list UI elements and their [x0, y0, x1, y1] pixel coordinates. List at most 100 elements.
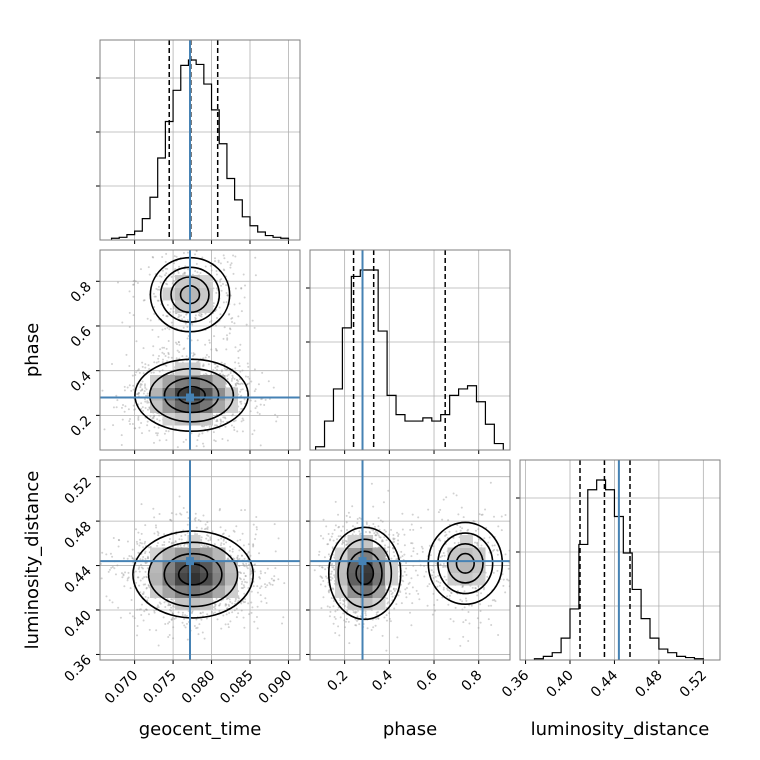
sample-point — [430, 569, 433, 572]
sample-point — [331, 532, 334, 535]
sample-point — [253, 390, 256, 393]
sample-point — [444, 531, 447, 534]
sample-point — [244, 601, 247, 604]
sample-point — [345, 617, 348, 620]
sample-point — [446, 589, 449, 592]
sample-point — [240, 394, 243, 397]
sample-point — [152, 345, 155, 348]
sample-point — [345, 514, 348, 517]
sample-point — [205, 527, 208, 530]
sample-point — [132, 384, 135, 387]
sample-point — [226, 294, 229, 297]
density-cell — [347, 572, 361, 586]
sample-point — [227, 558, 230, 561]
sample-point — [146, 420, 149, 423]
sample-point — [194, 314, 197, 317]
sample-point — [354, 612, 357, 615]
sample-point — [331, 577, 334, 580]
density-cell — [200, 412, 213, 426]
sample-point — [148, 368, 151, 371]
sample-point — [224, 604, 227, 607]
sample-point — [136, 282, 139, 285]
sample-point — [201, 631, 204, 634]
sample-point — [432, 564, 435, 567]
sample-point — [137, 392, 140, 395]
sample-point — [204, 545, 207, 548]
sample-point — [199, 271, 202, 274]
sample-point — [200, 538, 203, 541]
sample-point — [345, 540, 348, 543]
sample-point — [442, 586, 445, 589]
sample-point — [191, 610, 194, 613]
sample-point — [319, 534, 322, 537]
sample-point — [208, 341, 211, 344]
sample-point — [163, 432, 166, 435]
sample-point — [240, 407, 243, 410]
sample-point — [274, 567, 277, 570]
sample-point — [251, 319, 254, 322]
sample-point — [238, 549, 241, 552]
sample-point — [494, 600, 497, 603]
sample-point — [338, 634, 341, 637]
density-cell — [225, 387, 238, 401]
sample-point — [256, 585, 259, 588]
sample-point — [156, 288, 159, 291]
sample-point — [186, 531, 189, 534]
sample-point — [345, 544, 348, 547]
sample-point — [195, 262, 198, 265]
sample-point — [227, 557, 230, 560]
sample-point — [206, 521, 209, 524]
sample-point — [233, 322, 236, 325]
sample-point — [127, 576, 130, 579]
sample-point — [175, 616, 178, 619]
sample-point — [330, 572, 333, 575]
sample-point — [272, 579, 275, 582]
sample-point — [170, 606, 173, 609]
sample-point — [121, 418, 124, 421]
sample-point — [330, 596, 333, 599]
sample-point — [355, 624, 358, 627]
sample-point — [457, 513, 460, 516]
sample-point — [225, 613, 228, 616]
sample-point — [192, 355, 195, 358]
sample-point — [342, 541, 345, 544]
sample-point — [283, 582, 286, 585]
sample-point — [153, 611, 156, 614]
sample-point — [116, 281, 119, 284]
sample-point — [281, 622, 284, 625]
sample-point — [254, 563, 257, 566]
sample-point — [226, 260, 229, 263]
sample-point — [356, 521, 359, 524]
sample-point — [224, 603, 227, 606]
sample-point — [243, 626, 246, 629]
sample-point — [218, 306, 221, 309]
sample-point — [474, 587, 477, 590]
sample-point — [403, 533, 406, 536]
sample-point — [391, 595, 394, 598]
sample-point — [173, 255, 176, 258]
sample-point — [225, 334, 228, 337]
sample-point — [153, 532, 156, 535]
sample-point — [271, 583, 274, 586]
sample-point — [332, 605, 335, 608]
sample-point — [258, 413, 261, 416]
sample-point — [135, 581, 138, 584]
sample-point — [330, 535, 333, 538]
sample-point — [388, 612, 391, 615]
sample-point — [388, 617, 391, 620]
sample-point — [410, 577, 413, 580]
sample-point — [251, 433, 254, 436]
sample-point — [448, 594, 451, 597]
sample-point — [358, 530, 361, 533]
sample-point — [141, 380, 144, 383]
sample-point — [442, 562, 445, 565]
sample-point — [219, 418, 222, 421]
sample-point — [170, 542, 173, 545]
sample-point — [381, 540, 384, 543]
sample-point — [148, 586, 151, 589]
sample-point — [249, 573, 252, 576]
sample-point — [439, 508, 442, 511]
density-cell — [225, 572, 238, 586]
sample-point — [240, 554, 243, 557]
sample-point — [111, 565, 114, 568]
